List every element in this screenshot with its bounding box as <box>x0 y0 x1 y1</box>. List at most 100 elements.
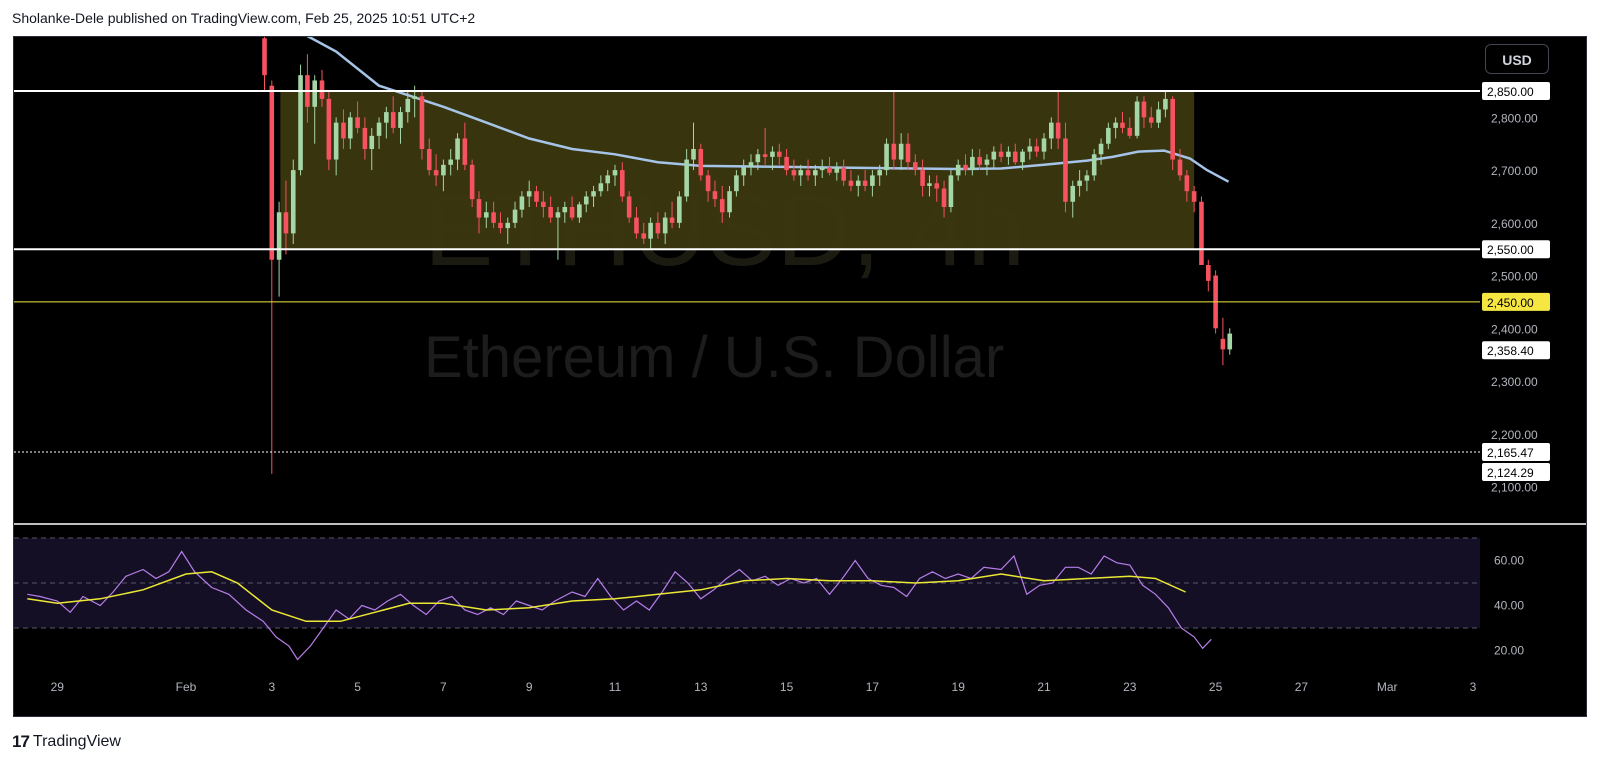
candle-body <box>441 164 446 176</box>
candle-body <box>384 112 389 123</box>
candle-body <box>777 151 782 157</box>
candle-body <box>555 212 561 218</box>
candle-body <box>390 112 396 128</box>
candle-body <box>1206 265 1211 281</box>
candle-body <box>1006 151 1011 157</box>
time-tick-label: 3 <box>268 680 275 694</box>
time-tick-label: 23 <box>1123 680 1137 694</box>
candle-body <box>770 151 775 157</box>
candle-body <box>1120 122 1125 128</box>
candle-body <box>1199 201 1204 266</box>
candle-body <box>1055 122 1061 139</box>
candle-body <box>1134 101 1140 136</box>
candle-body <box>877 170 882 176</box>
candle-body <box>341 122 346 139</box>
rsi-tick-label: 60.00 <box>1494 554 1524 568</box>
chart-frame[interactable]: ETHUSD, 4h Ethereum / U.S. Dollar 2,800.… <box>13 31 1587 717</box>
candle-body <box>526 191 532 197</box>
candle-body <box>791 170 797 176</box>
candle-body <box>870 175 875 186</box>
price-tick-label: 2,400.00 <box>1491 322 1538 336</box>
price-tick-label: 2,200.00 <box>1491 428 1538 442</box>
price-label-box <box>1482 240 1550 259</box>
price-label-text: 2,550.00 <box>1487 243 1534 257</box>
candle-body <box>634 217 639 234</box>
candle-body <box>426 149 432 171</box>
footer-brand-text: TradingView <box>32 733 121 750</box>
candle-body <box>1177 159 1183 176</box>
candle-body <box>448 159 453 165</box>
candle-body <box>583 196 589 205</box>
candle-body <box>484 212 489 218</box>
candle-body <box>1091 154 1097 176</box>
candle-body <box>1063 138 1068 202</box>
watermark-name: Ethereum / U.S. Dollar <box>424 325 1004 390</box>
candle-body <box>734 175 739 192</box>
rsi-ma-line <box>27 571 1186 623</box>
price-label-box <box>1482 82 1550 100</box>
candle-body <box>548 207 553 218</box>
candle-body <box>891 143 897 160</box>
candle-body <box>319 80 325 99</box>
candle-body <box>433 170 439 176</box>
price-label-box <box>1482 292 1550 311</box>
candle-body <box>698 149 704 176</box>
price-label-box <box>1482 463 1550 481</box>
currency-button[interactable]: USD <box>1485 44 1549 74</box>
price-tick-label: 2,300.00 <box>1491 375 1538 389</box>
candle-body <box>934 183 940 189</box>
time-tick-label: 13 <box>694 680 708 694</box>
candle-body <box>955 164 961 176</box>
candle-body <box>813 170 818 176</box>
candle-body <box>1220 338 1226 350</box>
candle-body <box>491 212 496 223</box>
candle-body <box>1127 127 1133 136</box>
price-tick-label: 2,100.00 <box>1491 481 1538 495</box>
candle-body <box>941 188 947 208</box>
candle-body <box>984 159 990 165</box>
candle-body <box>834 167 840 173</box>
candle-body <box>362 127 368 150</box>
candle-body <box>798 170 804 176</box>
time-tick-label: Feb <box>176 680 197 694</box>
candle-body <box>591 191 596 197</box>
price-label-text: 2,358.40 <box>1487 344 1534 358</box>
candle-body <box>498 222 503 229</box>
candle-body <box>619 170 625 197</box>
footer-brand[interactable]: 17 TradingView <box>12 732 121 752</box>
candle-body <box>719 199 725 213</box>
price-label-text: 2,450.00 <box>1487 296 1534 310</box>
candle-body <box>862 180 868 186</box>
candle-body <box>469 164 475 200</box>
candle-body <box>283 212 289 234</box>
time-tick-label: 11 <box>609 680 622 694</box>
candle-body <box>898 143 904 160</box>
candle-body <box>913 162 918 171</box>
candle-body <box>276 212 282 260</box>
candle-body <box>476 199 482 218</box>
price-tick-label: 2,800.00 <box>1491 111 1538 125</box>
candle-body <box>462 138 468 165</box>
candle-body <box>269 85 275 260</box>
candle-body <box>262 38 267 76</box>
price-tick-label: 2,600.00 <box>1491 217 1538 231</box>
candle-body <box>598 183 604 192</box>
candle-body <box>577 204 582 218</box>
candle-body <box>1020 151 1025 163</box>
candle-body <box>905 143 911 163</box>
candle-body <box>398 112 403 128</box>
candle-body <box>569 207 575 218</box>
candle-body <box>970 156 975 171</box>
candle-body <box>662 217 668 234</box>
candle-body <box>784 156 789 171</box>
candle-body <box>884 143 889 171</box>
chart-canvas[interactable]: ETHUSD, 4h Ethereum / U.S. Dollar 2,800.… <box>14 31 1586 716</box>
candle-body <box>741 167 746 176</box>
candle-body <box>1163 98 1168 110</box>
candle-body <box>505 222 511 229</box>
candle-body <box>848 180 854 186</box>
time-tick-label: 19 <box>952 680 966 694</box>
candle-body <box>534 191 539 202</box>
time-tick-label: 29 <box>51 680 65 694</box>
candle-body <box>519 196 525 210</box>
